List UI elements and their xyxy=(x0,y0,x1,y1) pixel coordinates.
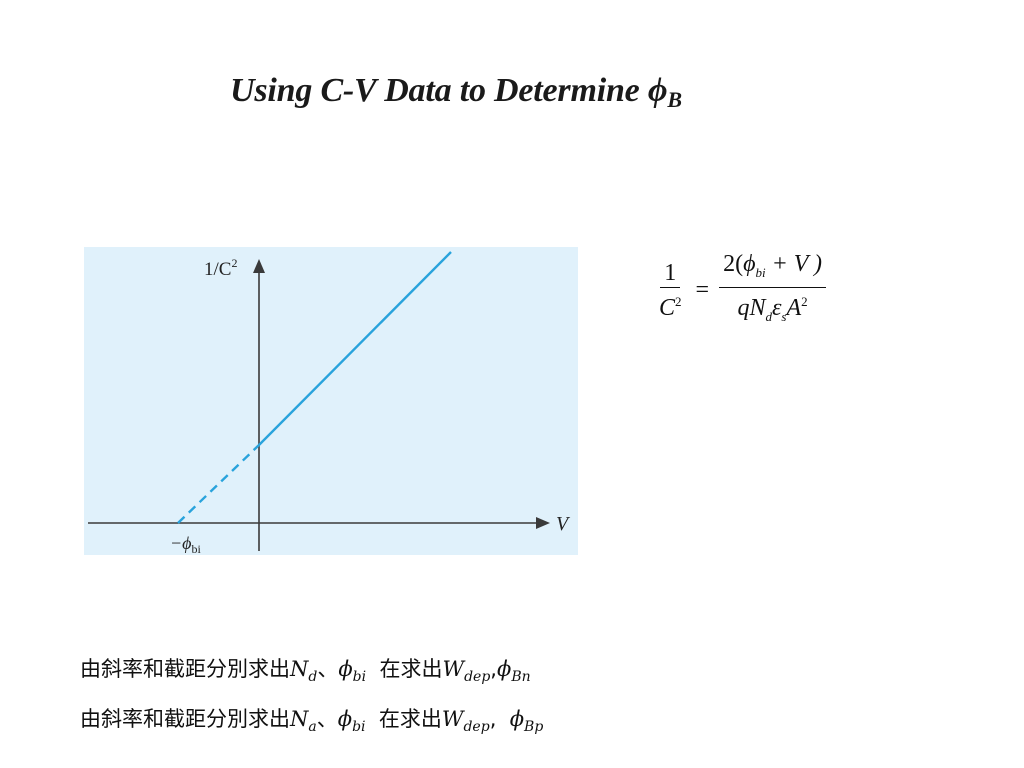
formula-rhs-denominator: qNdεsA2 xyxy=(737,293,808,324)
intercept-label: −ϕbi xyxy=(170,533,201,555)
formula-lhs-denominator: C2 xyxy=(659,293,682,321)
y-axis-label: 1/C2 xyxy=(204,256,237,280)
note-row-p-type: 由斜率和截距分別求出Na、ϕbi 在求出Wdep, ϕBp xyxy=(80,707,544,735)
capacitance-formula: 1 C2 = 2(ϕbi + V ) qNdεsA2 xyxy=(655,250,827,331)
x-axis-label: V xyxy=(556,513,571,535)
title-symbol: ϕ xyxy=(647,72,668,109)
formula-lhs: 1 C2 xyxy=(655,259,686,322)
formula-rhs-numerator: 2(ϕbi + V ) xyxy=(719,250,827,288)
cv-data-line xyxy=(258,251,452,446)
x-axis-arrow-icon xyxy=(536,517,550,529)
extrapolation-dashed-line xyxy=(177,444,260,524)
plot-background xyxy=(84,247,578,555)
y-axis-arrow-icon xyxy=(253,259,265,273)
title-subscript: B xyxy=(667,87,682,112)
formula-lhs-numerator: 1 xyxy=(660,259,681,288)
notes: 由斜率和截距分別求出Nd、ϕbi 在求出Wdep,ϕBn 由斜率和截距分別求出N… xyxy=(80,648,543,748)
title-text: Using C-V Data to Determine xyxy=(230,72,648,109)
formula-rhs: 2(ϕbi + V ) qNdεsA2 xyxy=(719,250,827,331)
cv-plot: 1/C2 V −ϕbi xyxy=(84,247,578,555)
note-row-n-type: 由斜率和截距分別求出Nd、ϕbi 在求出Wdep,ϕBn xyxy=(80,657,531,685)
slide-title: Using C-V Data to Determine ϕB xyxy=(230,72,682,113)
formula-equals: = xyxy=(695,276,710,303)
